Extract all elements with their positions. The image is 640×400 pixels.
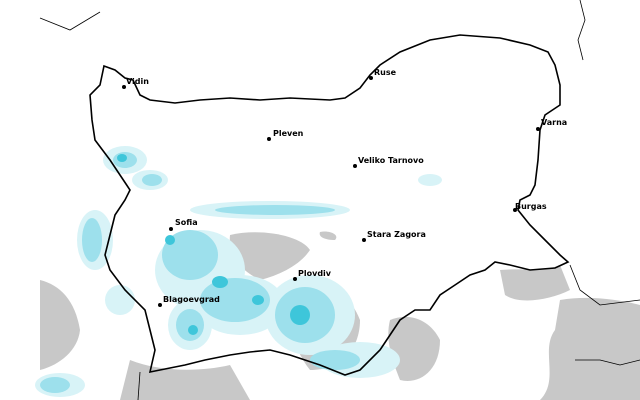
city-dot-plovdiv	[293, 277, 297, 281]
city-label-stara-zagora: Stara Zagora	[367, 230, 426, 239]
city-label-pleven: Pleven	[273, 129, 304, 138]
country-borders	[39, 0, 640, 400]
city-label-blagoevgrad: Blagoevgrad	[163, 295, 220, 304]
city-dot-veliko-tarnovo	[353, 164, 357, 168]
city-label-veliko-tarnovo: Veliko Tarnovo	[358, 156, 424, 165]
city-dot-sofia	[169, 227, 173, 231]
city-dot-pleven	[267, 137, 271, 141]
city-label-varna: Varna	[541, 118, 568, 127]
gray-land-areas	[40, 231, 640, 400]
city-dot-ruse	[369, 76, 373, 80]
city-dot-vidin	[122, 85, 126, 89]
city-label-burgas: Burgas	[515, 202, 547, 211]
city-dot-stara-zagora	[362, 238, 366, 242]
city-label-ruse: Ruse	[374, 68, 397, 77]
precipitation-areas	[35, 146, 442, 397]
city-dot-blagoevgrad	[158, 303, 162, 307]
city-label-sofia: Sofia	[175, 218, 198, 227]
city-dot-varna	[536, 127, 540, 131]
city-dot-burgas	[513, 208, 517, 212]
city-label-plovdiv: Plovdiv	[298, 269, 331, 278]
bulgaria-border	[89, 34, 570, 376]
city-label-vidin: Vidin	[126, 77, 149, 86]
